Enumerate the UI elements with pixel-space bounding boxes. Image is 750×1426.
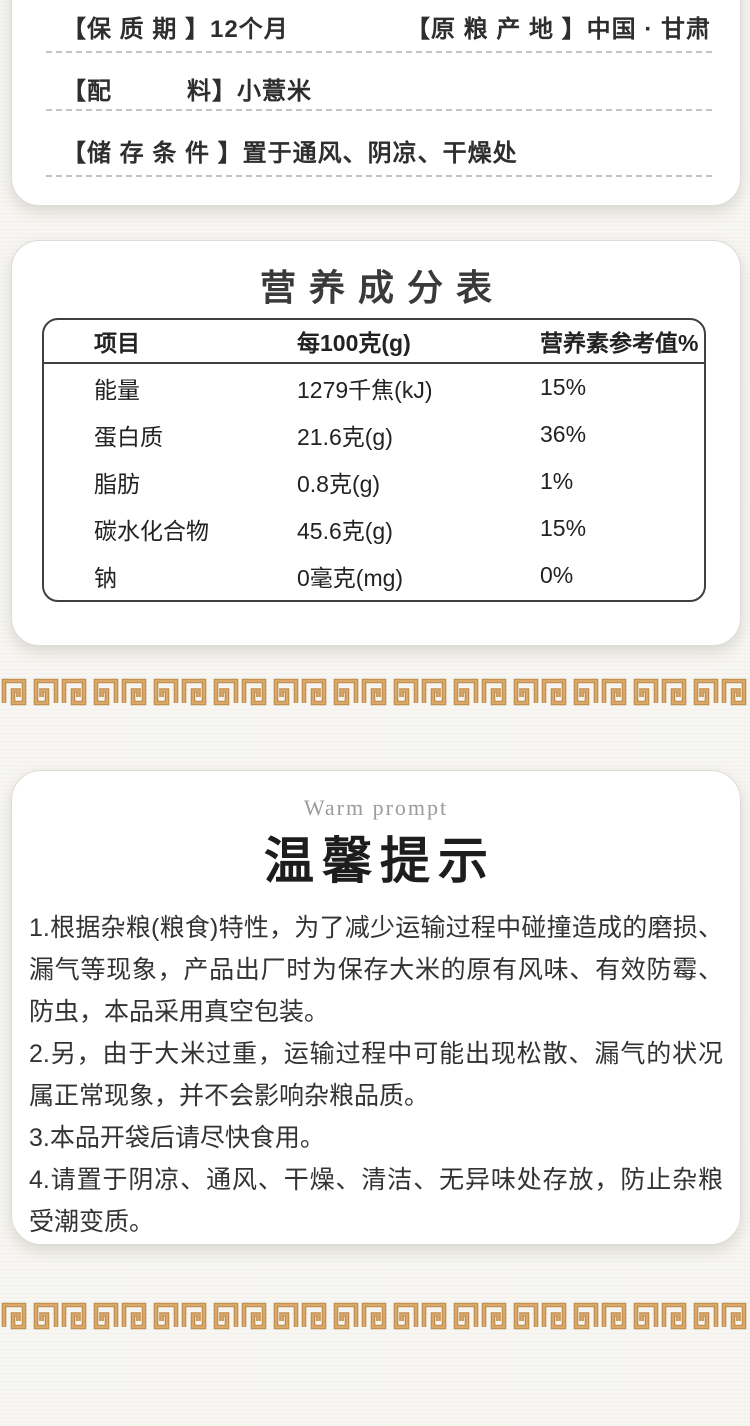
storage-conditions-row: 【储 存 条 件 】置于通风、阴凉、干燥处 [62, 140, 518, 167]
nutrient-amount: 1279千焦(kJ) [297, 376, 433, 403]
nutrient-name: 蛋白质 [94, 423, 163, 450]
nutrient-amount: 45.6克(g) [297, 517, 393, 544]
nutrient-name: 能量 [94, 376, 140, 403]
warm-prompt-note-4: 4.请置于阴凉、通风、干燥、清洁、无异味处存放，防止杂粮受潮变质。 [29, 1166, 723, 1236]
table-row: 钠 0毫克(mg) 0% [44, 552, 704, 599]
warm-prompt-note-1: 1.根据杂粮(粮食)特性，为了减少运输过程中碰撞造成的磨损、漏气等现象，产品出厂… [29, 914, 723, 1026]
nutrient-amount: 0.8克(g) [297, 470, 381, 497]
nutrient-nrv: 15% [540, 374, 587, 400]
nutrient-name: 碳水化合物 [94, 517, 209, 544]
nutrition-card: 营养成分表 项目 每100克(g) 营养素参考值% 能量 1279千焦(kJ) … [11, 240, 741, 646]
nutrient-nrv: 1% [540, 468, 574, 494]
nutrient-amount: 0毫克(mg) [297, 564, 404, 591]
nutrient-amount: 21.6克(g) [297, 423, 393, 450]
nutrition-table: 项目 每100克(g) 营养素参考值% 能量 1279千焦(kJ) 15% 蛋白… [42, 318, 706, 602]
ingredients-row: 【配 料】小薏米 [62, 78, 312, 105]
dashed-divider [46, 51, 712, 53]
table-row: 碳水化合物 45.6克(g) 15% [44, 505, 704, 552]
header-item: 项目 [94, 330, 140, 356]
warm-prompt-subtitle: Warm prompt [303, 795, 449, 820]
nutrition-table-header: 项目 每100克(g) 营养素参考值% [44, 320, 704, 364]
nutrient-name: 钠 [94, 564, 117, 591]
shelf-life-row: 【保 质 期 】12个月 [62, 16, 289, 43]
dashed-divider [46, 175, 712, 177]
warm-prompt-card: Warm prompt 温馨提示 1.根据杂粮(粮食)特性，为了减少运输过程中碰… [11, 770, 741, 1245]
dashed-divider [46, 109, 712, 111]
nutrient-nrv: 36% [540, 421, 587, 447]
product-info-card: 【保 质 期 】12个月 【原 粮 产 地 】中国 · 甘肃 【配 料】小薏米 … [11, 0, 741, 206]
warm-prompt-note-3: 3.本品开袋后请尽快食用。 [29, 1124, 325, 1152]
header-nrv: 营养素参考值% [540, 330, 699, 356]
nutrient-nrv: 0% [540, 562, 574, 588]
nutrient-nrv: 15% [540, 515, 587, 541]
header-per-100g: 每100克(g) [297, 330, 411, 356]
table-row: 蛋白质 21.6克(g) 36% [44, 411, 704, 458]
warm-prompt-note-2: 2.另，由于大米过重，运输过程中可能出现松散、漏气的状况属正常现象，并不会影响杂… [29, 1040, 723, 1110]
greek-key-border-icon [0, 678, 750, 706]
table-row: 能量 1279千焦(kJ) 15% [44, 364, 704, 411]
nutrient-name: 脂肪 [94, 470, 140, 497]
warm-prompt-body: 1.根据杂粮(粮食)特性，为了减少运输过程中碰撞造成的磨损、漏气等现象，产品出厂… [29, 907, 723, 1243]
greek-key-border-icon [0, 1302, 750, 1330]
nutrition-table-title: 营养成分表 [259, 267, 505, 308]
table-row: 脂肪 0.8克(g) 1% [44, 458, 704, 505]
warm-prompt-title: 温馨提示 [264, 833, 496, 889]
origin-row: 【原 粮 产 地 】中国 · 甘肃 [406, 16, 711, 43]
